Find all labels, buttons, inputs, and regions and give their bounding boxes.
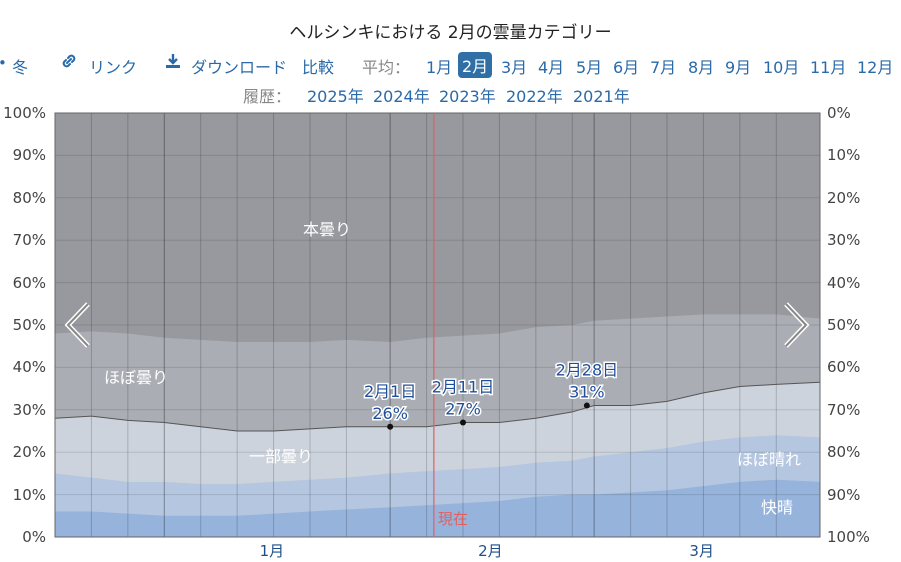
y-tick-left: 20% (12, 443, 46, 462)
band-label-overcast: 本曇り (303, 220, 351, 239)
annotation-date-1: 2月1日 (364, 382, 416, 401)
y-tick-right: 30% (827, 231, 861, 250)
y-tick-left: 30% (12, 400, 46, 419)
x-tick-label: 1月 (259, 542, 285, 560)
now-label: 現在 (438, 510, 468, 528)
series-line-partly-cloudy (54, 381, 821, 432)
annotation-value-3: 31% (569, 383, 605, 402)
history-label: 履歴： (243, 87, 292, 106)
y-tick-right: 50% (827, 316, 861, 334)
band-overcast (55, 113, 820, 537)
annotation-point-3 (583, 402, 590, 409)
y-tick-left: 40% (12, 358, 46, 377)
month-tab-10[interactable]: 10月 (763, 58, 800, 77)
annotation-point-1 (387, 423, 394, 430)
month-tab-3[interactable]: 3月 (501, 58, 528, 77)
y-tick-left: 100% (3, 104, 46, 122)
band-label-partly-cloudy: 一部曇り (249, 447, 313, 466)
y-tick-right: 20% (827, 188, 861, 207)
month-tab-8[interactable]: 8月 (688, 58, 715, 77)
y-tick-left: 80% (12, 188, 46, 207)
y-tick-right: 40% (827, 273, 861, 292)
y-tick-right: 70% (827, 400, 861, 419)
band-clear (55, 479, 820, 537)
year-link-1[interactable]: 2025年 (307, 87, 364, 106)
next-arrow-icon[interactable] (780, 300, 812, 354)
compare-button[interactable]: 比較 (302, 58, 335, 77)
x-tick-label: 3月 (689, 542, 714, 560)
year-link-4[interactable]: 2022年 (506, 87, 563, 106)
annotation-date-2: 2月11日 (432, 378, 495, 397)
month-tab-9[interactable]: 9月 (725, 58, 752, 77)
y-tick-left: 50% (12, 316, 46, 334)
average-label: 平均： (362, 58, 411, 77)
download-button[interactable]: ダウンロード (191, 58, 288, 77)
link-icon[interactable] (61, 52, 77, 74)
annotation-date-3: 2月28日 (556, 361, 619, 380)
y-tick-right: 0% (827, 104, 851, 122)
season-dot-icon: • (0, 54, 7, 72)
band-partly-cloudy (55, 382, 820, 537)
download-icon[interactable] (164, 52, 182, 74)
y-tick-left: 60% (12, 273, 46, 292)
annotation-value-1: 26% (372, 404, 408, 423)
y-tick-left: 10% (12, 485, 46, 504)
month-tab-5[interactable]: 5月 (576, 58, 603, 77)
y-tick-right: 90% (827, 485, 861, 504)
month-tab-12[interactable]: 12月 (857, 58, 894, 77)
band-label-mostly-clear: ほぼ晴れ (737, 450, 801, 469)
month-tab-11[interactable]: 11月 (810, 58, 847, 77)
y-tick-right: 80% (827, 443, 861, 462)
band-label-mostly-cloudy: ほぼ曇り (104, 368, 168, 387)
plot-frame (54, 112, 821, 538)
year-link-5[interactable]: 2021年 (573, 87, 630, 106)
y-tick-left: 90% (12, 146, 46, 165)
band-mostly-clear (55, 435, 820, 537)
annotation-value-2: 27% (445, 400, 481, 419)
annotation-point-2 (460, 419, 466, 426)
y-tick-left: 0% (22, 528, 46, 546)
month-tab-7[interactable]: 7月 (650, 58, 677, 77)
page-title: ヘルシンキにおける 2月の雲量カテゴリー (289, 23, 612, 43)
y-tick-left: 70% (12, 231, 46, 250)
year-link-3[interactable]: 2023年 (439, 87, 496, 106)
y-tick-right: 60% (827, 358, 861, 377)
month-tab-4[interactable]: 4月 (538, 58, 565, 77)
month-tab-1[interactable]: 1月 (426, 58, 453, 77)
link-button[interactable]: リンク (89, 58, 138, 77)
season-link[interactable]: 冬 (12, 58, 29, 77)
band-label-clear: 快晴 (761, 498, 793, 517)
month-tab-6[interactable]: 6月 (613, 58, 640, 77)
y-tick-right: 10% (827, 146, 861, 165)
x-tick-label: 2月 (478, 542, 503, 560)
prev-arrow-icon[interactable] (62, 300, 94, 354)
year-link-2[interactable]: 2024年 (373, 87, 430, 106)
band-mostly-cloudy (55, 314, 820, 537)
month-tab-2[interactable]: 2月 (458, 52, 493, 78)
y-tick-right: 100% (827, 528, 870, 546)
